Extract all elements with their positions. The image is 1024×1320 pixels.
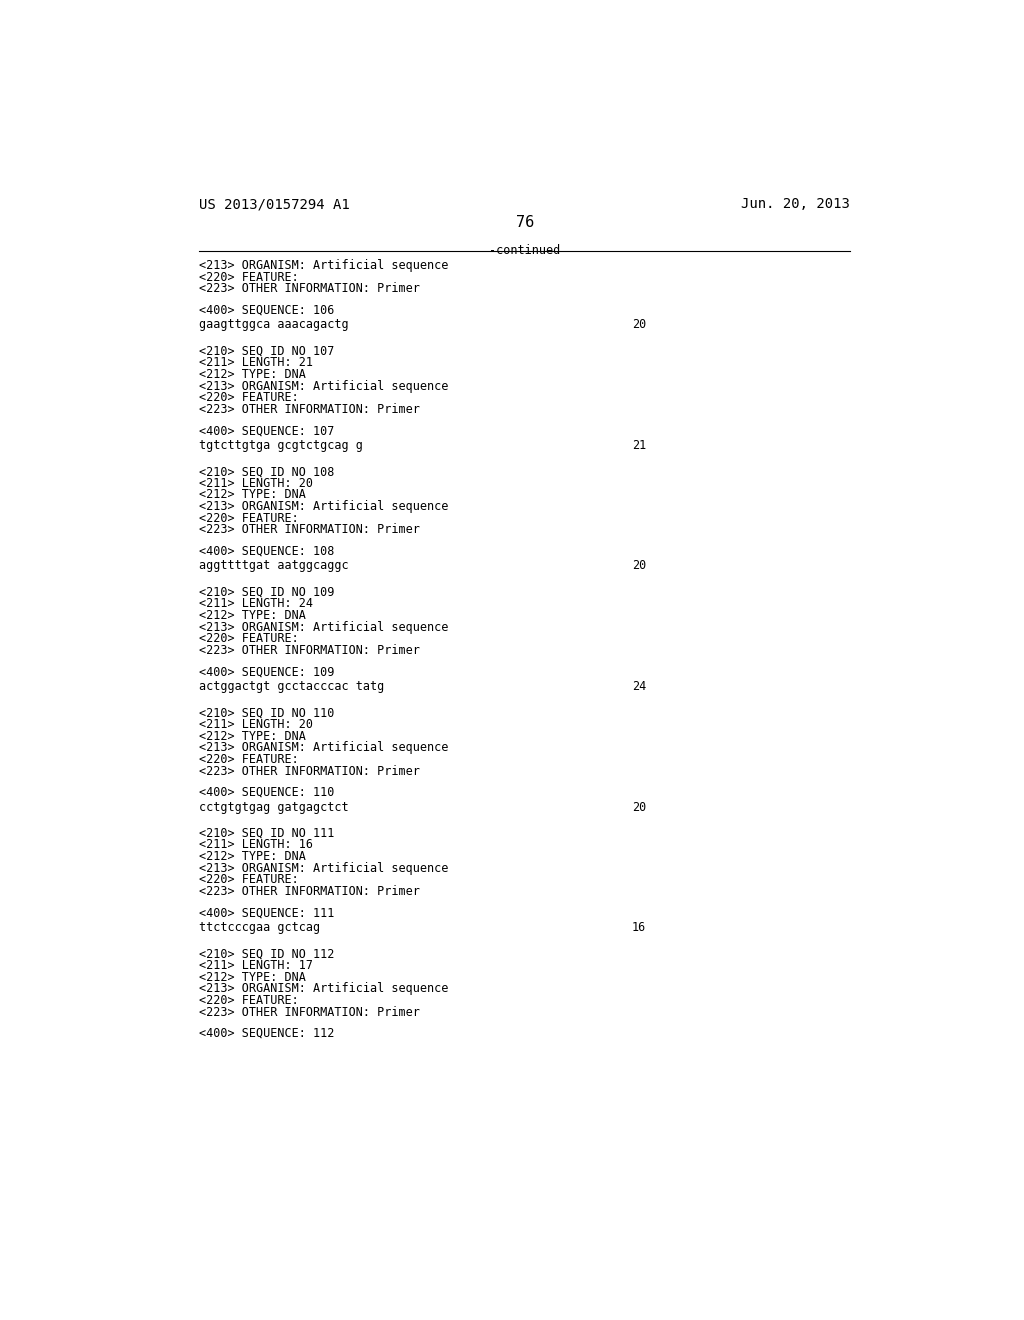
Text: <223> OTHER INFORMATION: Primer: <223> OTHER INFORMATION: Primer [200, 282, 420, 296]
Text: <223> OTHER INFORMATION: Primer: <223> OTHER INFORMATION: Primer [200, 886, 420, 898]
Text: <213> ORGANISM: Artificial sequence: <213> ORGANISM: Artificial sequence [200, 259, 449, 272]
Text: <220> FEATURE:: <220> FEATURE: [200, 391, 299, 404]
Text: <210> SEQ ID NO 112: <210> SEQ ID NO 112 [200, 948, 335, 960]
Text: <220> FEATURE:: <220> FEATURE: [200, 994, 299, 1007]
Text: <400> SEQUENCE: 108: <400> SEQUENCE: 108 [200, 545, 335, 558]
Text: ttctcccgaa gctcag: ttctcccgaa gctcag [200, 921, 321, 935]
Text: <212> TYPE: DNA: <212> TYPE: DNA [200, 730, 306, 743]
Text: <213> ORGANISM: Artificial sequence: <213> ORGANISM: Artificial sequence [200, 982, 449, 995]
Text: <213> ORGANISM: Artificial sequence: <213> ORGANISM: Artificial sequence [200, 380, 449, 392]
Text: 76: 76 [516, 215, 534, 230]
Text: <223> OTHER INFORMATION: Primer: <223> OTHER INFORMATION: Primer [200, 644, 420, 657]
Text: <400> SEQUENCE: 110: <400> SEQUENCE: 110 [200, 785, 335, 799]
Text: 20: 20 [632, 560, 646, 573]
Text: <211> LENGTH: 24: <211> LENGTH: 24 [200, 597, 313, 610]
Text: 16: 16 [632, 921, 646, 935]
Text: US 2013/0157294 A1: US 2013/0157294 A1 [200, 197, 350, 211]
Text: <211> LENGTH: 17: <211> LENGTH: 17 [200, 958, 313, 972]
Text: <223> OTHER INFORMATION: Primer: <223> OTHER INFORMATION: Primer [200, 403, 420, 416]
Text: <210> SEQ ID NO 111: <210> SEQ ID NO 111 [200, 826, 335, 840]
Text: gaagttggca aaacagactg: gaagttggca aaacagactg [200, 318, 349, 331]
Text: <213> ORGANISM: Artificial sequence: <213> ORGANISM: Artificial sequence [200, 862, 449, 875]
Text: 20: 20 [632, 800, 646, 813]
Text: <210> SEQ ID NO 108: <210> SEQ ID NO 108 [200, 465, 335, 478]
Text: <220> FEATURE:: <220> FEATURE: [200, 271, 299, 284]
Text: <210> SEQ ID NO 110: <210> SEQ ID NO 110 [200, 706, 335, 719]
Text: <212> TYPE: DNA: <212> TYPE: DNA [200, 850, 306, 863]
Text: <400> SEQUENCE: 106: <400> SEQUENCE: 106 [200, 304, 335, 317]
Text: <220> FEATURE:: <220> FEATURE: [200, 874, 299, 887]
Text: <211> LENGTH: 20: <211> LENGTH: 20 [200, 718, 313, 731]
Text: <213> ORGANISM: Artificial sequence: <213> ORGANISM: Artificial sequence [200, 500, 449, 513]
Text: <210> SEQ ID NO 109: <210> SEQ ID NO 109 [200, 586, 335, 598]
Text: <210> SEQ ID NO 107: <210> SEQ ID NO 107 [200, 345, 335, 358]
Text: <220> FEATURE:: <220> FEATURE: [200, 632, 299, 645]
Text: <213> ORGANISM: Artificial sequence: <213> ORGANISM: Artificial sequence [200, 742, 449, 754]
Text: actggactgt gcctacccac tatg: actggactgt gcctacccac tatg [200, 680, 385, 693]
Text: <223> OTHER INFORMATION: Primer: <223> OTHER INFORMATION: Primer [200, 1006, 420, 1019]
Text: <212> TYPE: DNA: <212> TYPE: DNA [200, 970, 306, 983]
Text: <213> ORGANISM: Artificial sequence: <213> ORGANISM: Artificial sequence [200, 620, 449, 634]
Text: <400> SEQUENCE: 109: <400> SEQUENCE: 109 [200, 665, 335, 678]
Text: <400> SEQUENCE: 107: <400> SEQUENCE: 107 [200, 424, 335, 437]
Text: 21: 21 [632, 438, 646, 451]
Text: <212> TYPE: DNA: <212> TYPE: DNA [200, 488, 306, 502]
Text: -continued: -continued [489, 244, 560, 257]
Text: <400> SEQUENCE: 111: <400> SEQUENCE: 111 [200, 907, 335, 920]
Text: <211> LENGTH: 21: <211> LENGTH: 21 [200, 356, 313, 370]
Text: <211> LENGTH: 20: <211> LENGTH: 20 [200, 477, 313, 490]
Text: <212> TYPE: DNA: <212> TYPE: DNA [200, 609, 306, 622]
Text: tgtcttgtga gcgtctgcag g: tgtcttgtga gcgtctgcag g [200, 438, 364, 451]
Text: <400> SEQUENCE: 112: <400> SEQUENCE: 112 [200, 1027, 335, 1040]
Text: <220> FEATURE:: <220> FEATURE: [200, 512, 299, 525]
Text: 20: 20 [632, 318, 646, 331]
Text: <223> OTHER INFORMATION: Primer: <223> OTHER INFORMATION: Primer [200, 764, 420, 777]
Text: <211> LENGTH: 16: <211> LENGTH: 16 [200, 838, 313, 851]
Text: <212> TYPE: DNA: <212> TYPE: DNA [200, 368, 306, 381]
Text: 24: 24 [632, 680, 646, 693]
Text: aggttttgat aatggcaggc: aggttttgat aatggcaggc [200, 560, 349, 573]
Text: cctgtgtgag gatgagctct: cctgtgtgag gatgagctct [200, 800, 349, 813]
Text: <223> OTHER INFORMATION: Primer: <223> OTHER INFORMATION: Primer [200, 524, 420, 536]
Text: Jun. 20, 2013: Jun. 20, 2013 [741, 197, 850, 211]
Text: <220> FEATURE:: <220> FEATURE: [200, 752, 299, 766]
